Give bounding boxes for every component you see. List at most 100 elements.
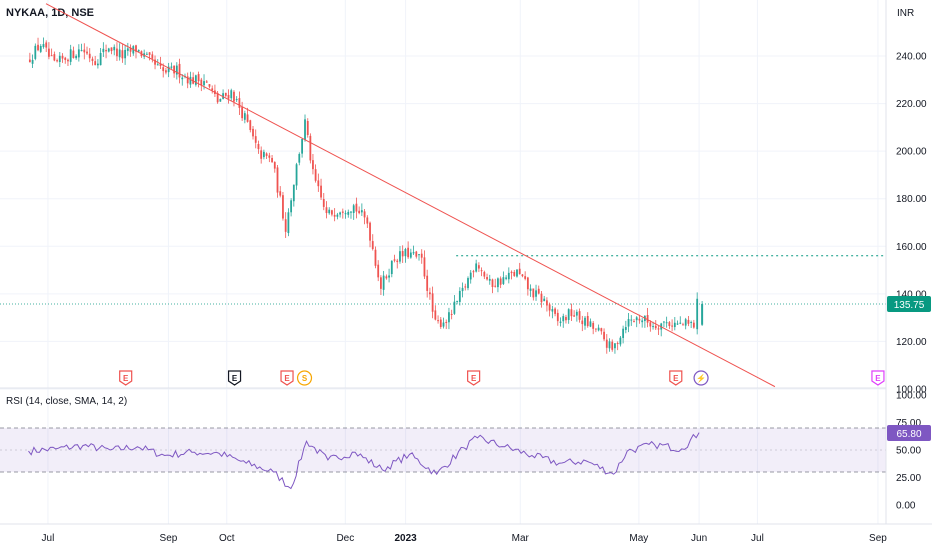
- candle[interactable]: [638, 314, 641, 324]
- candle[interactable]: [559, 317, 562, 327]
- candle[interactable]: [507, 267, 510, 284]
- candle[interactable]: [86, 46, 88, 55]
- candle[interactable]: [556, 309, 559, 326]
- candle[interactable]: [197, 71, 200, 88]
- candle[interactable]: [37, 37, 39, 52]
- candle[interactable]: [322, 192, 325, 211]
- candle[interactable]: [407, 241, 410, 259]
- candle[interactable]: [42, 37, 45, 49]
- candle[interactable]: [385, 274, 388, 280]
- candle[interactable]: [88, 48, 91, 63]
- candle[interactable]: [499, 276, 502, 289]
- candle[interactable]: [477, 262, 480, 273]
- candle[interactable]: [578, 308, 581, 323]
- candle[interactable]: [257, 140, 260, 154]
- candle[interactable]: [80, 43, 83, 52]
- candle[interactable]: [48, 42, 50, 60]
- candle[interactable]: [622, 325, 625, 344]
- candle[interactable]: [412, 245, 415, 255]
- candle[interactable]: [510, 270, 513, 280]
- candle[interactable]: [431, 286, 434, 319]
- rsi-axis[interactable]: 0.00 25.00 50.00 75.00 100.00: [896, 391, 927, 512]
- candle[interactable]: [442, 317, 445, 329]
- candle[interactable]: [676, 320, 679, 326]
- candle[interactable]: [543, 295, 546, 302]
- candle[interactable]: [532, 288, 535, 301]
- candle[interactable]: [254, 129, 257, 149]
- candle[interactable]: [56, 58, 58, 63]
- candle[interactable]: [282, 191, 284, 221]
- candle[interactable]: [616, 341, 619, 351]
- candle[interactable]: [208, 84, 211, 89]
- candle[interactable]: [181, 74, 184, 86]
- candle[interactable]: [124, 45, 127, 65]
- candle[interactable]: [325, 201, 328, 219]
- candle[interactable]: [679, 316, 682, 325]
- candle[interactable]: [105, 44, 107, 59]
- candle[interactable]: [358, 206, 361, 215]
- candle[interactable]: [186, 72, 189, 89]
- candle[interactable]: [107, 47, 110, 53]
- candle[interactable]: [521, 274, 524, 278]
- earnings-icon[interactable]: E: [467, 370, 481, 386]
- candle[interactable]: [268, 152, 271, 163]
- downtrend-line[interactable]: [45, 3, 776, 388]
- candle[interactable]: [567, 308, 570, 324]
- candle[interactable]: [611, 339, 614, 352]
- candle[interactable]: [249, 119, 252, 133]
- candle[interactable]: [450, 309, 453, 320]
- candle[interactable]: [426, 269, 429, 298]
- candle[interactable]: [524, 271, 527, 281]
- candle[interactable]: [102, 42, 105, 57]
- candle[interactable]: [116, 42, 118, 61]
- candle[interactable]: [72, 46, 75, 59]
- candle[interactable]: [461, 282, 464, 298]
- candle[interactable]: [314, 164, 317, 183]
- candle[interactable]: [154, 55, 156, 70]
- candle[interactable]: [554, 307, 556, 317]
- candle[interactable]: [366, 215, 369, 228]
- candle[interactable]: [600, 327, 603, 335]
- candle[interactable]: [409, 248, 412, 259]
- candle[interactable]: [113, 44, 116, 56]
- candle[interactable]: [309, 133, 312, 164]
- candle[interactable]: [396, 258, 399, 269]
- candle[interactable]: [665, 316, 668, 328]
- candle[interactable]: [304, 114, 306, 142]
- candle[interactable]: [551, 305, 554, 319]
- candle[interactable]: [34, 43, 37, 61]
- candle[interactable]: [67, 58, 69, 67]
- candle[interactable]: [339, 211, 341, 218]
- candle[interactable]: [654, 320, 657, 331]
- candle[interactable]: [464, 283, 467, 291]
- candle[interactable]: [276, 164, 279, 198]
- candle[interactable]: [657, 325, 660, 336]
- candle[interactable]: [663, 321, 665, 328]
- candle[interactable]: [31, 54, 34, 68]
- candle[interactable]: [175, 62, 178, 80]
- candle[interactable]: [344, 210, 347, 219]
- candle[interactable]: [279, 186, 282, 198]
- candle[interactable]: [145, 51, 148, 55]
- candle[interactable]: [336, 212, 339, 220]
- earnings-icon[interactable]: E: [119, 370, 133, 386]
- candle[interactable]: [167, 62, 170, 78]
- candle[interactable]: [360, 203, 363, 216]
- candle[interactable]: [110, 47, 113, 55]
- candle[interactable]: [573, 310, 576, 317]
- candle[interactable]: [290, 198, 293, 217]
- candle[interactable]: [243, 110, 246, 124]
- split-icon[interactable]: S: [296, 370, 313, 386]
- candle[interactable]: [352, 203, 355, 220]
- candle[interactable]: [224, 92, 227, 98]
- candle[interactable]: [260, 146, 263, 164]
- last-candle[interactable]: [701, 300, 704, 326]
- candle[interactable]: [271, 155, 273, 163]
- candle[interactable]: [635, 316, 638, 328]
- candle[interactable]: [273, 161, 276, 173]
- earnings-icon[interactable]: E: [280, 370, 294, 386]
- flash-icon[interactable]: ⚡: [693, 370, 709, 386]
- candle[interactable]: [317, 173, 320, 192]
- candle[interactable]: [298, 152, 301, 166]
